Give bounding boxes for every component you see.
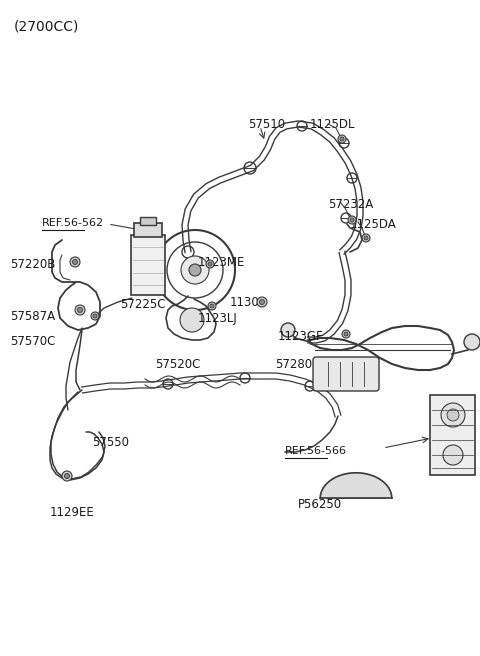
Circle shape xyxy=(344,332,348,336)
Text: 57510: 57510 xyxy=(248,118,285,131)
Text: 57520C: 57520C xyxy=(155,358,200,371)
Circle shape xyxy=(64,474,70,478)
Circle shape xyxy=(70,257,80,267)
Circle shape xyxy=(342,330,350,338)
Circle shape xyxy=(77,308,83,312)
Text: 1123GF: 1123GF xyxy=(278,330,324,343)
Text: (2700CC): (2700CC) xyxy=(14,20,79,34)
Circle shape xyxy=(464,334,480,350)
Text: 1125DA: 1125DA xyxy=(350,218,397,231)
Text: REF.56-562: REF.56-562 xyxy=(42,218,104,228)
Text: 11302: 11302 xyxy=(230,296,267,309)
Bar xyxy=(140,217,156,225)
Text: 57232A: 57232A xyxy=(328,198,373,211)
Bar xyxy=(131,235,165,295)
Text: 1129EE: 1129EE xyxy=(50,506,95,519)
Text: 57280: 57280 xyxy=(275,358,312,371)
Circle shape xyxy=(208,302,216,310)
Text: 57587A: 57587A xyxy=(10,310,55,323)
Text: REF.56-566: REF.56-566 xyxy=(285,446,347,456)
Polygon shape xyxy=(320,473,392,498)
Text: 1123LJ: 1123LJ xyxy=(198,312,238,325)
Text: 1123ME: 1123ME xyxy=(198,256,245,269)
Text: 57225C: 57225C xyxy=(120,298,166,311)
Circle shape xyxy=(75,305,85,315)
Circle shape xyxy=(93,314,97,318)
Circle shape xyxy=(340,137,344,141)
Circle shape xyxy=(350,218,354,222)
FancyBboxPatch shape xyxy=(313,357,379,391)
Text: 57570C: 57570C xyxy=(10,335,55,348)
Circle shape xyxy=(260,300,264,304)
Circle shape xyxy=(441,403,465,427)
Circle shape xyxy=(281,323,295,337)
Circle shape xyxy=(338,135,346,143)
Text: 57220B: 57220B xyxy=(10,258,55,271)
Circle shape xyxy=(180,308,204,332)
Circle shape xyxy=(206,260,214,268)
Circle shape xyxy=(443,445,463,465)
Circle shape xyxy=(91,312,99,320)
Circle shape xyxy=(210,304,214,308)
Text: P56250: P56250 xyxy=(298,498,342,511)
Bar xyxy=(134,223,162,237)
Circle shape xyxy=(447,409,459,421)
Circle shape xyxy=(348,216,356,224)
Circle shape xyxy=(257,297,267,307)
Text: 1125DL: 1125DL xyxy=(310,118,356,131)
Circle shape xyxy=(208,262,212,266)
Text: 57550: 57550 xyxy=(92,436,129,449)
Circle shape xyxy=(189,264,201,276)
Circle shape xyxy=(72,260,77,264)
Bar xyxy=(430,395,475,475)
Circle shape xyxy=(362,234,370,242)
Circle shape xyxy=(181,256,209,284)
Circle shape xyxy=(364,236,368,240)
Circle shape xyxy=(62,471,72,481)
